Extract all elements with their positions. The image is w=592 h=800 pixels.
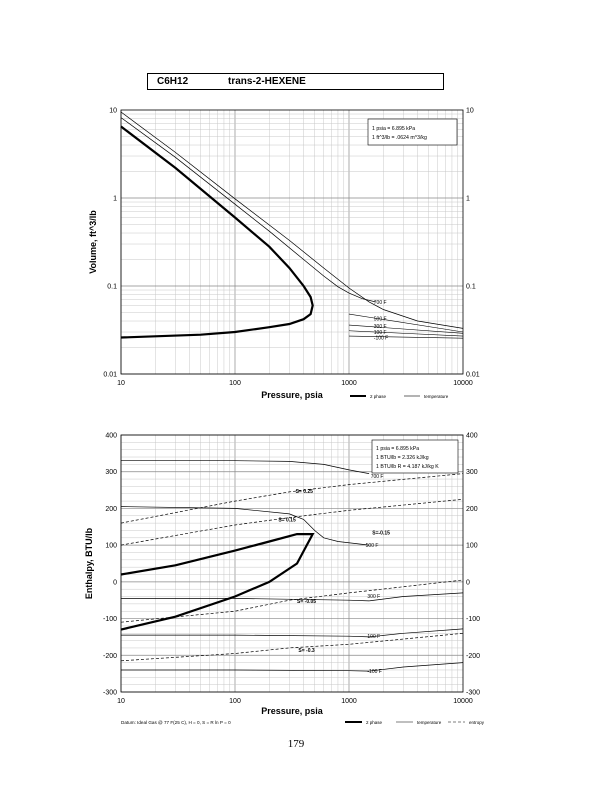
isotherm-line: [121, 634, 370, 638]
y-tick-label-right: 300: [466, 469, 478, 476]
x-tick-label: 10: [117, 698, 125, 705]
conversion-note-line: 1 ft^3/lb = .0624 m^3/kg: [372, 135, 427, 141]
chemical-name: trans-2-HEXENE: [228, 76, 306, 87]
y-tick-label-right: 1: [466, 196, 470, 203]
x-tick-label: 100: [229, 380, 241, 387]
isotherm-line: [369, 628, 464, 638]
isotherm-line: [348, 324, 464, 334]
y-tick-label: 300: [105, 469, 117, 476]
x-tick-label: 10000: [453, 698, 473, 705]
isotherm-label: 700 F: [371, 474, 384, 480]
x-tick-label: 1000: [341, 698, 357, 705]
isotherm-line: [348, 330, 464, 337]
x-axis-label: Pressure, psia: [261, 706, 324, 716]
x-axis-label: Pressure, psia: [261, 390, 324, 400]
isotherm-line: [121, 598, 370, 602]
y-tick-label-right: 400: [466, 433, 478, 440]
conversion-note-line: 1 psia = 6.895 kPa: [372, 126, 415, 132]
y-tick-label-right: 0.01: [466, 372, 480, 379]
y-tick-label-right: -100: [466, 616, 480, 623]
entropy-label: S= -0.05: [297, 599, 316, 605]
two-phase-curve: [120, 533, 315, 631]
isotherm-line: [120, 506, 370, 546]
isotherm-line: [348, 313, 464, 333]
legend-label-temperature: temperature: [417, 720, 442, 725]
plot-frame: [120, 434, 464, 693]
y-axis-label: Enthalpy, BTU/lb: [84, 527, 94, 599]
isotherm-label: 500 F: [366, 543, 379, 549]
conversion-note-line: 1 BTU/lb = 2.326 kJ/kg: [376, 455, 429, 461]
isotherm-line: [348, 335, 464, 339]
isotherm-label: 500 F: [374, 316, 387, 322]
legend-label-entropy: entropy: [469, 720, 485, 725]
entropy-line: [120, 632, 464, 662]
two-phase-curve: [120, 125, 314, 339]
conversion-note-line: 1 BTU/lb R = 4.187 kJ/kg K: [376, 464, 439, 470]
chemical-formula: C6H12: [157, 76, 189, 87]
y-tick-label-right: 200: [466, 506, 478, 513]
y-tick-label: 100: [105, 543, 117, 550]
y-tick-label-right: 0.1: [466, 284, 476, 291]
entropy-label: S= 0.25: [296, 489, 314, 495]
datum-footnote: Datum: Ideal Gas @ 77 F(25 C), H = 0, S …: [121, 720, 231, 725]
y-tick-label: 10: [109, 108, 117, 115]
isotherm-line: [369, 592, 464, 602]
isotherm-label: 100 F: [367, 634, 380, 640]
x-tick-label: 10000: [453, 380, 473, 387]
y-tick-label: -300: [103, 690, 117, 697]
isotherm-label: 300 F: [367, 594, 380, 600]
y-tick-label: 1: [113, 196, 117, 203]
isotherm-label: -100 F: [374, 335, 388, 341]
isotherm-line: [120, 111, 464, 329]
entropy-label: S= -0.3: [298, 648, 314, 654]
conversion-note-box: [367, 118, 458, 146]
legend-label-temperature: temperature: [424, 394, 449, 399]
page-number: 179: [287, 738, 305, 750]
y-tick-label: 0: [113, 579, 117, 586]
y-tick-label: 0.1: [107, 284, 117, 291]
isotherm-line: [369, 662, 464, 672]
y-tick-label-right: 10: [466, 108, 474, 115]
plot-frame: [120, 109, 464, 375]
entropy-line: [120, 579, 464, 623]
y-tick-label-right: 0: [466, 579, 470, 586]
x-tick-label: 100: [229, 698, 241, 705]
legend-label-2phase: 2 phase: [366, 720, 383, 725]
conversion-note-box: [371, 439, 459, 474]
y-tick-label: 400: [105, 433, 117, 440]
entropy-label: S=-0.15: [372, 530, 390, 536]
x-tick-label: 1000: [341, 380, 357, 387]
isotherm-label: 100 F: [374, 330, 387, 336]
conversion-note-line: 1 psia = 6.895 kPa: [376, 446, 419, 452]
y-tick-label: -200: [103, 653, 117, 660]
isotherm-line: [120, 117, 376, 303]
legend-label-2phase: 2 phase: [370, 394, 387, 399]
y-tick-label: -100: [103, 616, 117, 623]
isotherm-line: [121, 669, 370, 672]
x-tick-label: 10: [117, 380, 125, 387]
y-axis-label: Volume, ft^3/lb: [88, 210, 98, 274]
y-tick-label-right: -300: [466, 690, 480, 697]
isotherm-label: -100 F: [367, 669, 381, 675]
isotherm-line: [121, 460, 370, 474]
y-tick-label: 0.01: [103, 372, 117, 379]
y-tick-label-right: 100: [466, 543, 478, 550]
entropy-label: S= 0.15: [278, 517, 296, 523]
entropy-line: [120, 473, 464, 524]
entropy-line: [120, 498, 464, 546]
y-tick-label-right: -200: [466, 653, 480, 660]
isotherm-label: 300 F: [374, 324, 387, 330]
isotherm-label: 700 F: [374, 300, 387, 306]
chart-title-box: C6H12 trans-2-HEXENE: [147, 73, 444, 90]
y-tick-label: 200: [105, 506, 117, 513]
